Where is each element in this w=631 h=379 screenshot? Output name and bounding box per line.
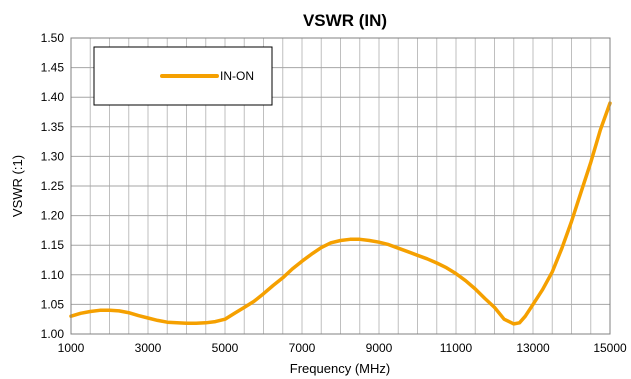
x-axis-label: Frequency (MHz) bbox=[290, 361, 390, 376]
y-tick-label: 1.25 bbox=[41, 179, 65, 193]
y-tick-label: 1.20 bbox=[41, 209, 65, 223]
y-tick-label: 1.40 bbox=[41, 90, 65, 104]
series-line-in-on bbox=[69, 101, 612, 326]
x-tick-label: 7000 bbox=[289, 341, 316, 355]
y-axis-label: VSWR (:1) bbox=[10, 155, 25, 217]
y-tick-label: 1.05 bbox=[41, 297, 65, 311]
legend-label: IN-ON bbox=[220, 69, 254, 83]
x-tick-label: 15000 bbox=[593, 341, 627, 355]
y-tick-label: 1.35 bbox=[41, 120, 65, 134]
y-tick-label: 1.50 bbox=[41, 31, 65, 45]
x-tick-label: 11000 bbox=[440, 341, 473, 355]
y-tick-label: 1.00 bbox=[41, 327, 65, 341]
y-tick-label: 1.10 bbox=[41, 268, 65, 282]
x-tick-label: 1000 bbox=[58, 341, 85, 355]
plot-area-border bbox=[70, 37, 611, 335]
y-tick-label: 1.45 bbox=[41, 61, 65, 75]
x-tick-label: 3000 bbox=[135, 341, 162, 355]
series-layer bbox=[69, 101, 612, 326]
x-tick-label: 13000 bbox=[516, 341, 550, 355]
legend: IN-ON bbox=[93, 46, 273, 106]
chart-title: VSWR (IN) bbox=[303, 11, 387, 30]
x-axis-ticks: 1000 3000 5000 7000 9000 11000 13000 15000 bbox=[58, 341, 627, 355]
y-tick-label: 1.30 bbox=[41, 149, 65, 163]
x-tick-label: 5000 bbox=[212, 341, 239, 355]
x-tick-label: 9000 bbox=[366, 341, 393, 355]
y-axis-ticks: 1.00 1.05 1.10 1.15 1.20 1.25 1.30 1.35 1.40 1.45… bbox=[41, 31, 65, 341]
y-tick-label: 1.15 bbox=[41, 238, 65, 252]
